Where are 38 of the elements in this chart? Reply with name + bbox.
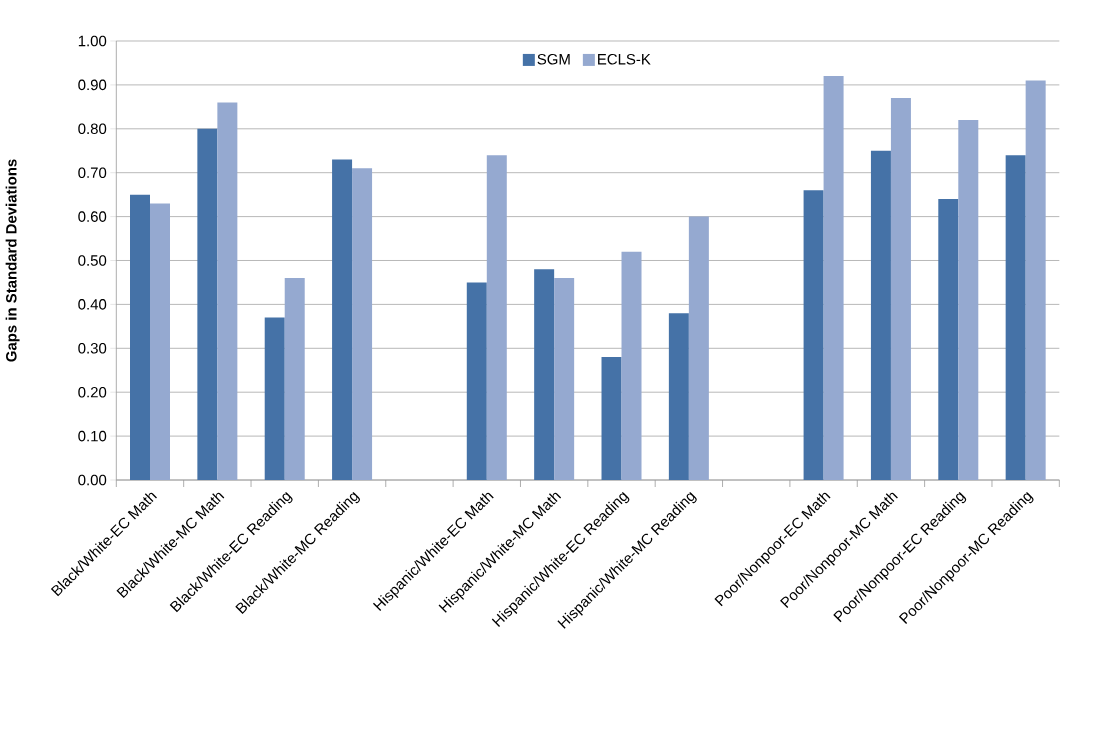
bar [803,190,824,480]
y-tick-label: 0.40 [78,299,107,310]
bar [554,278,575,480]
y-tick-label: 0.10 [78,430,107,442]
y-tick-label: 0.50 [78,255,107,266]
y-tick-label: 0.30 [78,343,107,354]
bar [1025,80,1046,480]
bar [332,159,353,480]
y-tick-label: 0.90 [78,79,107,91]
bar [870,150,891,480]
legend-label: SGM [537,53,570,65]
bar [958,120,979,480]
bar [352,168,373,480]
bar [668,313,689,480]
y-tick-label: 0.60 [78,211,107,222]
bar [264,317,285,480]
bar [130,194,150,480]
bar [601,357,622,480]
bar [938,199,959,480]
bar [890,98,911,480]
bar [150,203,170,480]
legend-label: ECLS-K [598,53,651,65]
y-tick-label: 0.80 [78,123,107,135]
y-tick-label: 0.70 [78,167,107,178]
y-tick-label: 0.00 [78,474,107,486]
y-axis-title: Gaps in Standard Deviations [5,159,20,362]
bar [197,128,218,480]
bar [486,155,507,480]
bar [217,102,238,480]
bar [284,278,305,480]
bar [823,76,844,480]
bar [466,282,487,480]
bar [621,251,642,480]
bar [534,269,555,480]
y-tick-label: 0.20 [78,386,107,398]
bar [1005,155,1026,480]
y-tick-label: 1.00 [78,35,107,47]
bar [688,216,709,480]
